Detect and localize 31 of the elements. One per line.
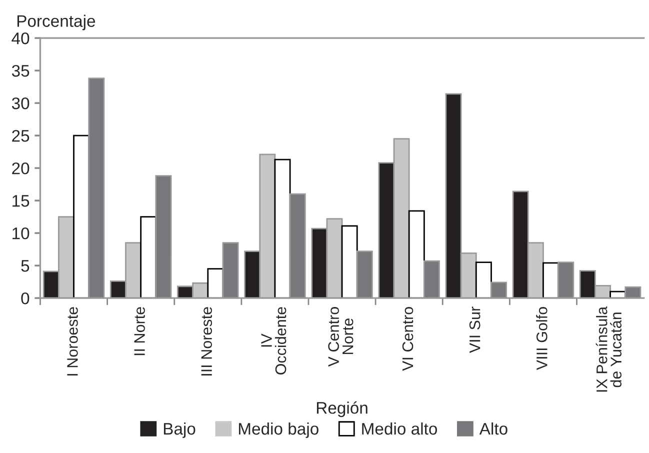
x-tick-label: V Centro Norte bbox=[328, 307, 354, 367]
y-tick-label: 25 bbox=[12, 130, 30, 142]
legend-label: Bajo bbox=[164, 422, 196, 438]
x-tick-label: VII Sur bbox=[469, 306, 480, 354]
legend-label: Medio alto bbox=[362, 422, 437, 435]
bar bbox=[140, 216, 157, 298]
y-tick-label: 30 bbox=[12, 97, 30, 110]
bar bbox=[73, 134, 90, 298]
legend-label: Alto bbox=[479, 422, 508, 435]
x-axis-title: Región bbox=[316, 401, 368, 418]
y-tick-label: 0 bbox=[21, 292, 30, 304]
bar bbox=[408, 210, 425, 298]
x-tick-label: VIII Golfo bbox=[536, 307, 548, 370]
y-tick-label: 10 bbox=[12, 227, 30, 240]
bar bbox=[341, 225, 358, 298]
bar bbox=[475, 262, 492, 298]
x-tick-label: IX Península de Yucatán bbox=[596, 306, 622, 392]
x-tick-label: III Noreste bbox=[201, 307, 212, 376]
bar bbox=[207, 268, 224, 298]
x-tick-label: II Norte bbox=[134, 307, 145, 356]
y-tick-label: 20 bbox=[12, 162, 30, 174]
y-tick-label: 15 bbox=[12, 195, 30, 207]
y-tick-label: 40 bbox=[12, 32, 30, 44]
bar bbox=[274, 158, 291, 298]
y-tick-label: 5 bbox=[21, 260, 30, 272]
y-tick-label: 35 bbox=[12, 64, 30, 77]
x-tick-label: VI Centro bbox=[402, 307, 414, 371]
x-tick-label: IV Occidente bbox=[261, 307, 286, 374]
x-tick-label: I Noroeste bbox=[67, 307, 78, 376]
y-axis-title: Porcentaje bbox=[17, 14, 96, 30]
legend-label: Medio bajo bbox=[238, 422, 318, 438]
